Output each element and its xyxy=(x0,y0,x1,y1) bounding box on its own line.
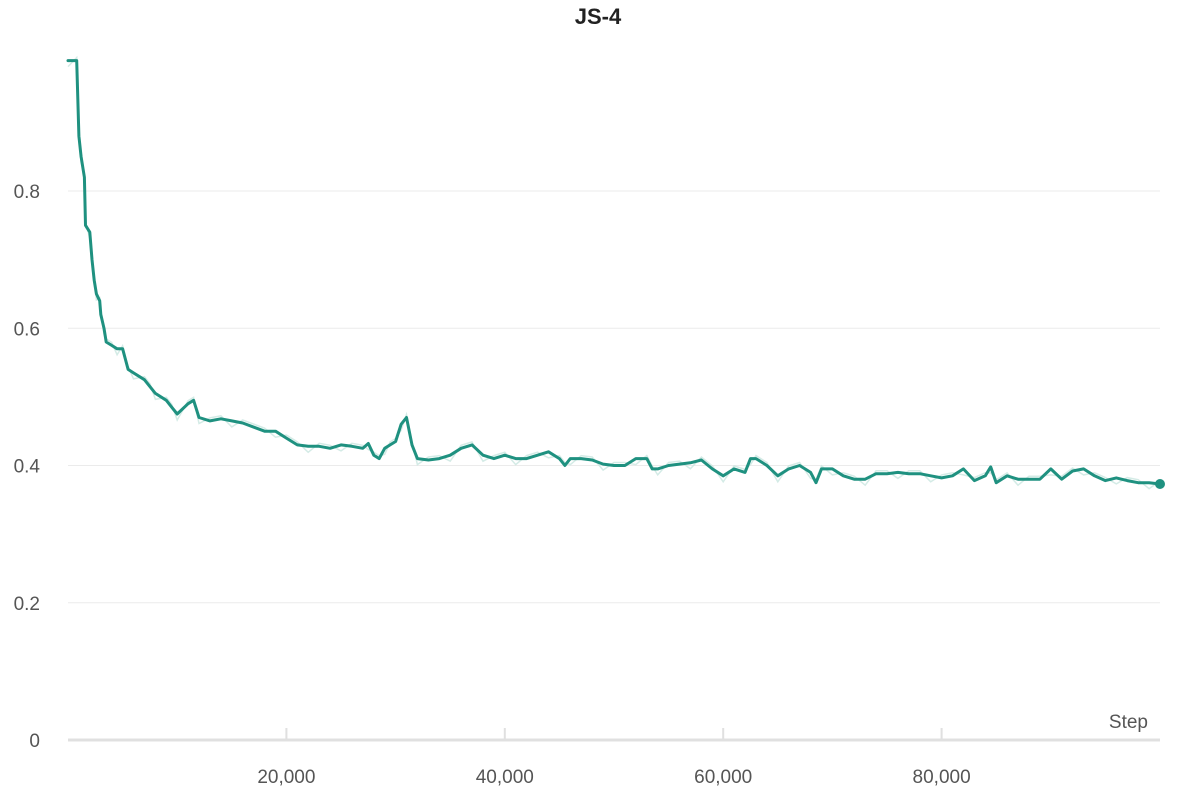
x-tick-label: 80,000 xyxy=(913,767,971,788)
y-tick-label: 0.2 xyxy=(14,594,40,615)
y-axis-ticks: 0 0.2 0.4 0.6 0.8 xyxy=(14,182,41,752)
x-tick-label: 20,000 xyxy=(257,767,315,788)
x-tick-label: 60,000 xyxy=(694,767,752,788)
x-tick-label: 40,000 xyxy=(476,767,534,788)
raw-series-line xyxy=(67,55,1161,490)
y-tick-label: 0.4 xyxy=(14,457,41,478)
series xyxy=(66,55,1165,490)
series-line xyxy=(66,59,1162,486)
chart-title: JS-4 xyxy=(575,4,622,29)
y-tick-label: 0.6 xyxy=(14,319,40,340)
y-tick-label: 0.8 xyxy=(14,182,40,203)
x-axis-ticks: 20,000 40,000 60,000 80,000 xyxy=(257,728,971,788)
gridlines xyxy=(68,190,1160,604)
y-tick-label: 0 xyxy=(29,731,40,752)
last-point-marker xyxy=(1155,479,1165,489)
x-axis-label: Step xyxy=(1109,712,1148,733)
